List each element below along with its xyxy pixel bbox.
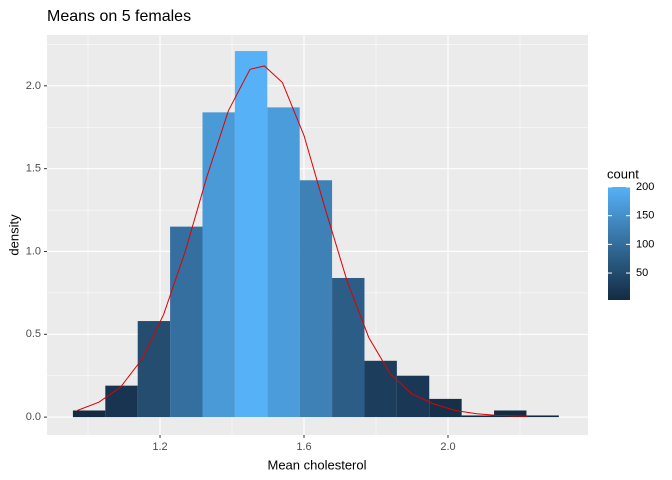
bar — [299, 180, 333, 418]
chart-title: Means on 5 females — [47, 8, 191, 25]
colorbar — [608, 187, 630, 300]
x-axis-label: Mean cholesterol — [268, 457, 367, 472]
bar — [494, 410, 527, 418]
x-tick-label: 1.2 — [152, 441, 167, 453]
legend-label: 200 — [636, 181, 654, 193]
bar — [526, 415, 559, 418]
y-tick-label: 1.0 — [26, 245, 41, 257]
legend-label: 50 — [636, 267, 648, 279]
bar — [267, 107, 300, 418]
legend-label: 100 — [636, 238, 654, 250]
bar — [72, 410, 106, 418]
bar — [461, 415, 495, 418]
y-tick-label: 1.5 — [26, 163, 41, 175]
legend-title: count — [607, 166, 639, 181]
bar — [105, 385, 138, 418]
x-tick-label: 1.6 — [296, 441, 311, 453]
y-tick-label: 0.0 — [26, 411, 41, 423]
bar — [332, 277, 365, 418]
x-tick-label: 2.0 — [440, 441, 455, 453]
y-tick-label: 0.5 — [26, 328, 41, 340]
y-tick-label: 2.0 — [26, 80, 41, 92]
density-curve — [77, 65, 528, 417]
y-axis-label: density — [6, 214, 21, 256]
legend-label: 150 — [636, 210, 654, 222]
bar — [202, 112, 235, 418]
bar — [396, 375, 430, 418]
bar — [137, 321, 171, 418]
bar — [234, 51, 268, 418]
bar — [170, 226, 203, 418]
bar — [364, 360, 397, 418]
